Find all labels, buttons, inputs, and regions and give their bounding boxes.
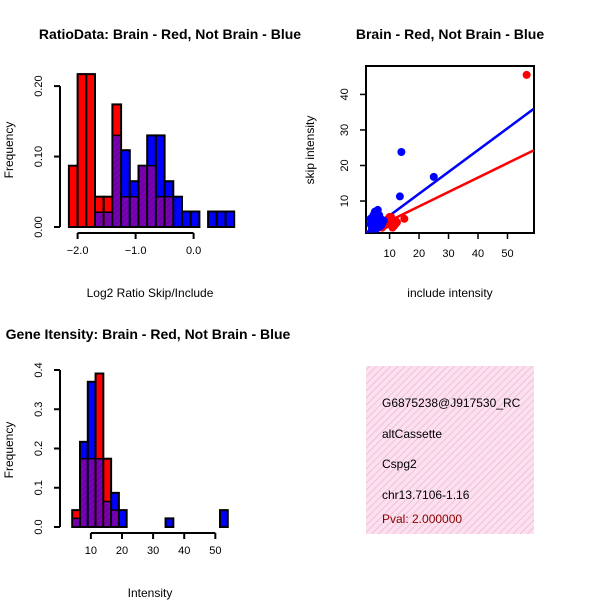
histogram-bar — [224, 210, 236, 228]
scatter-y-axis: 10 20 30 40 — [339, 88, 366, 207]
histogram-overlap-bar — [165, 196, 173, 226]
info-panel-background — [366, 366, 534, 534]
x-tick-label: −1.0 — [125, 245, 147, 257]
fit-line-blue — [366, 107, 534, 233]
histogram-bar — [172, 195, 184, 228]
intensity-histogram-ylabel: Frequency — [2, 422, 16, 479]
scatter-title: Brain - Red, Not Brain - Blue — [356, 26, 544, 42]
histogram-overlap-bar — [130, 196, 138, 226]
scatter-point-blue — [370, 209, 379, 218]
scatter-plot-frame — [365, 65, 535, 234]
histogram-overlap-bar — [113, 135, 121, 226]
histogram-overlap-bar — [73, 518, 79, 526]
x-tick-label: 20 — [116, 545, 128, 557]
y-tick-label: 0.1 — [33, 480, 45, 495]
intensity-scatter: Brain - Red, Not Brain - Blue 10 20 30 40 50… — [303, 26, 544, 300]
y-tick-label: 40 — [339, 88, 351, 100]
intensity-histogram-y-axis: 0.0 0.1 0.2 0.3 0.4 — [33, 362, 61, 535]
x-tick-label: 30 — [147, 545, 159, 557]
histogram-overlap-bar — [112, 510, 118, 526]
scatter-point-blue — [395, 192, 404, 201]
y-tick-label: 30 — [339, 124, 351, 136]
ratio-histogram: RatioData: Brain - Red, Not Brain - Blue… — [2, 26, 301, 300]
histogram-overlap-bar — [104, 501, 111, 526]
scatter-point-blue — [397, 147, 406, 156]
scatter-ylabel: skip intensity — [303, 116, 317, 185]
scatter-point-red — [392, 218, 401, 227]
info-location: chr13.7106-1.16 — [382, 488, 470, 502]
intensity-histogram-bars — [71, 372, 229, 529]
histogram-bar — [189, 210, 201, 228]
scatter-x-axis: 10 20 30 40 50 — [383, 233, 514, 260]
scatter-point-red — [388, 223, 397, 232]
ratio-histogram-y-axis: 0.00 0.10 0.20 — [33, 75, 61, 238]
scatter-point-blue — [429, 172, 438, 181]
y-tick-label: 10 — [339, 195, 351, 207]
x-tick-label: 50 — [209, 545, 221, 557]
y-tick-label: 20 — [339, 159, 351, 171]
scatter-xlabel: include intensity — [407, 286, 492, 300]
x-tick-label: −2.0 — [67, 245, 89, 257]
scatter-points — [366, 70, 531, 233]
x-tick-label: 40 — [178, 545, 190, 557]
ratio-histogram-ylabel: Frequency — [2, 122, 16, 179]
histogram-bar — [164, 517, 175, 528]
histogram-bar — [117, 509, 128, 528]
histogram-bar — [215, 210, 227, 228]
x-tick-label: 10 — [85, 545, 97, 557]
histogram-bar — [67, 164, 79, 228]
y-tick-label: 0.4 — [33, 362, 45, 377]
histogram-bar — [76, 73, 88, 229]
x-tick-label: 40 — [472, 248, 484, 260]
y-tick-label: 0.20 — [33, 75, 45, 96]
histogram-bar — [94, 372, 105, 528]
info-panel: G6875238@J917530_RC altCassette Cspg2 ch… — [366, 366, 534, 534]
intensity-histogram-x-axis: 10 20 30 40 50 — [85, 532, 221, 557]
ratio-histogram-xlabel: Log2 Ratio Skip/Include — [87, 286, 214, 300]
scatter-point-blue — [366, 214, 375, 223]
info-event-id: G6875238@J917530_RC — [382, 396, 521, 410]
scatter-point-blue — [379, 216, 388, 225]
intensity-histogram-title: Gene Itensity: Brain - Red, Not Brain - … — [6, 326, 291, 342]
histogram-overlap-bar — [104, 212, 112, 226]
ratio-histogram-bars — [67, 73, 236, 229]
histogram-bar — [207, 210, 218, 228]
histogram-bar — [219, 509, 229, 528]
histogram-bar — [181, 210, 192, 228]
histogram-overlap-bar — [122, 196, 129, 226]
intensity-histogram-xlabel: Intensity — [128, 586, 173, 600]
info-pval: Pval: 2.000000 — [382, 512, 462, 526]
y-tick-label: 0.3 — [33, 402, 45, 417]
scatter-point-red — [400, 214, 409, 223]
info-event-type: altCassette — [382, 427, 442, 441]
histogram-overlap-bar — [96, 458, 103, 526]
x-tick-label: 30 — [442, 248, 454, 260]
ratio-histogram-title: RatioData: Brain - Red, Not Brain - Blue — [39, 26, 301, 42]
y-tick-label: 0.2 — [33, 441, 45, 456]
histogram-overlap-bar — [139, 165, 147, 226]
y-tick-label: 0.00 — [33, 216, 45, 237]
y-tick-label: 0.10 — [33, 146, 45, 167]
histogram-bar — [85, 73, 97, 229]
y-tick-label: 0.0 — [33, 519, 45, 534]
x-tick-label: 50 — [501, 248, 513, 260]
intensity-histogram: Gene Itensity: Brain - Red, Not Brain - … — [2, 326, 291, 600]
histogram-overlap-bar — [81, 458, 87, 526]
info-gene-name: Cspg2 — [382, 457, 417, 471]
histogram-overlap-bar — [96, 212, 103, 226]
ratio-histogram-x-axis: −2.0 −1.0 0.0 — [67, 232, 201, 257]
x-tick-label: 0.0 — [186, 245, 201, 257]
histogram-overlap-bar — [148, 165, 155, 226]
x-tick-label: 20 — [413, 248, 425, 260]
histogram-overlap-bar — [156, 196, 164, 226]
x-tick-label: 10 — [383, 248, 395, 260]
scatter-point-red — [522, 70, 531, 79]
histogram-overlap-bar — [88, 458, 95, 526]
